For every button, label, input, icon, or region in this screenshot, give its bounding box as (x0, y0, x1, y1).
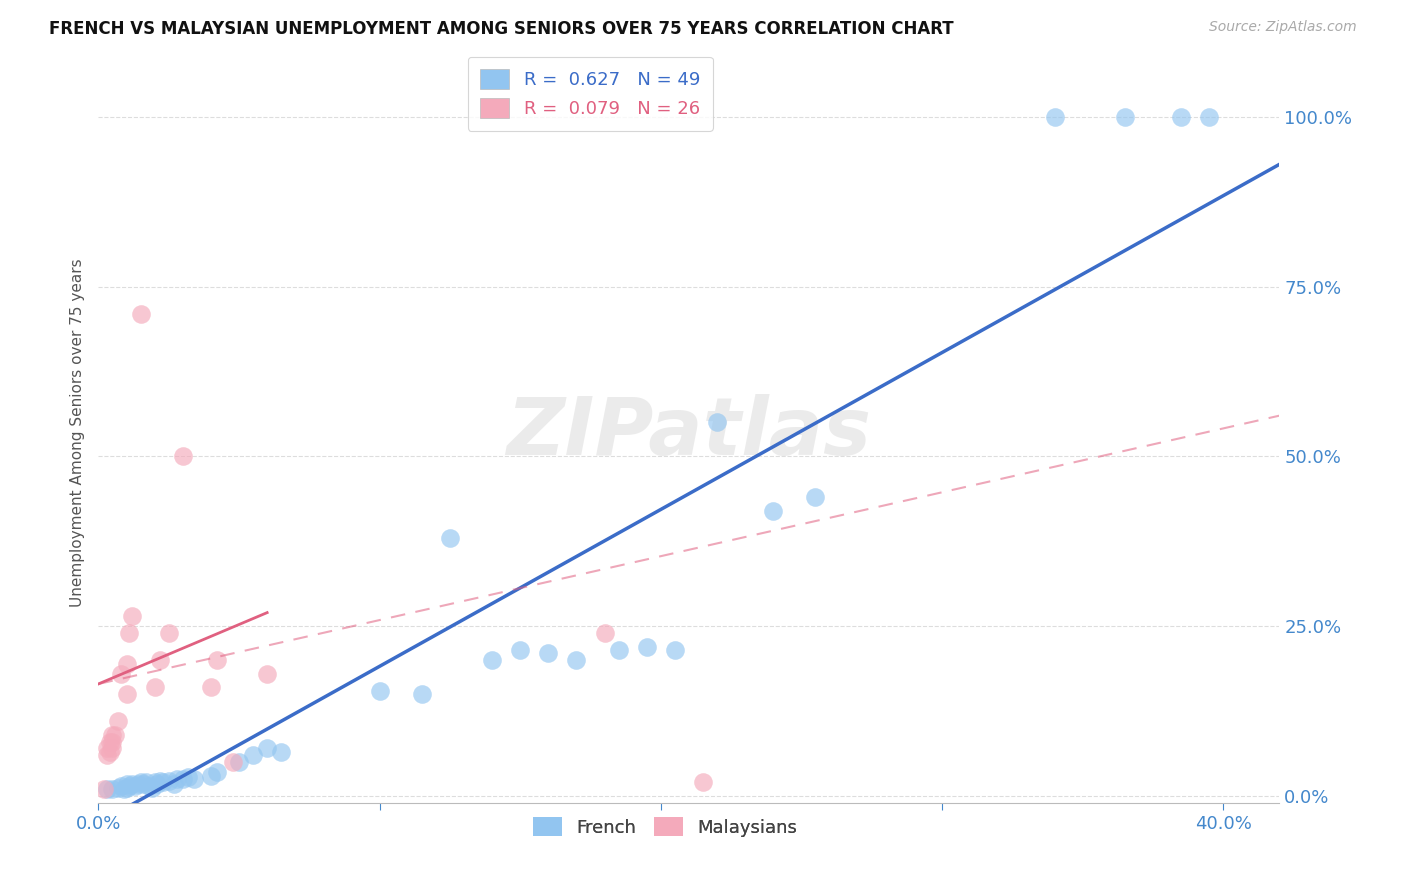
Point (146, 777, 169, 791)
Y-axis label: Unemployment Among Seniors over 75 years: Unemployment Among Seniors over 75 years (69, 259, 84, 607)
Point (149, 653, 172, 667)
Point (115, 687, 138, 701)
Point (368, 683, 391, 698)
Point (149, 774, 172, 789)
Point (200, 769, 222, 783)
Point (115, 657, 138, 671)
Point (115, 777, 138, 791)
Text: FRENCH VS MALAYSIAN UNEMPLOYMENT AMONG SENIORS OVER 75 YEARS CORRELATION CHART: FRENCH VS MALAYSIAN UNEMPLOYMENT AMONG S… (49, 20, 953, 37)
Point (228, 755, 250, 769)
Point (98, 734, 121, 748)
Point (115, 780, 138, 795)
Point (152, 775, 174, 789)
Point (98, 745, 121, 759)
Point (537, 646, 560, 660)
Point (166, 772, 188, 786)
Point (1170, 110, 1192, 124)
Point (222, 755, 245, 769)
Point (101, 728, 124, 742)
Point (107, 780, 129, 795)
Point (607, 643, 630, 657)
Point (593, 626, 616, 640)
Legend: French, Malaysians: French, Malaysians (520, 804, 810, 849)
Point (183, 772, 205, 786)
Text: Source: ZipAtlas.com: Source: ZipAtlas.com (1209, 20, 1357, 34)
Point (104, 728, 127, 742)
Point (110, 779, 132, 793)
Point (1114, 110, 1136, 124)
Point (762, 504, 785, 518)
Point (118, 626, 141, 640)
Point (200, 681, 222, 695)
Point (124, 779, 146, 793)
Point (129, 307, 152, 321)
Point (205, 653, 228, 667)
Point (135, 775, 157, 789)
Point (177, 770, 200, 784)
Point (706, 416, 728, 430)
Point (121, 777, 143, 791)
Point (112, 782, 135, 797)
Point (101, 741, 124, 756)
Point (96, 782, 118, 797)
Point (101, 782, 124, 797)
Point (132, 777, 155, 791)
Point (110, 666, 132, 681)
Point (1043, 110, 1066, 124)
Point (439, 531, 461, 545)
Point (242, 748, 264, 763)
Point (172, 772, 194, 786)
Point (636, 640, 658, 654)
Point (127, 777, 149, 791)
Point (96, 748, 118, 763)
Point (163, 777, 186, 791)
Text: ZIPatlas: ZIPatlas (506, 393, 872, 472)
Point (138, 779, 160, 793)
Point (411, 687, 433, 701)
Point (509, 643, 531, 657)
Point (121, 609, 143, 624)
Point (107, 714, 129, 729)
Point (256, 666, 278, 681)
Point (118, 779, 141, 793)
Point (93, 782, 115, 797)
Point (143, 775, 166, 789)
Point (141, 780, 163, 795)
Point (96, 741, 118, 756)
Point (804, 490, 827, 504)
Point (481, 653, 503, 667)
Point (692, 775, 714, 789)
Point (143, 681, 166, 695)
Point (157, 774, 180, 789)
Point (101, 734, 124, 748)
Point (565, 653, 588, 667)
Point (270, 745, 292, 759)
Point (205, 765, 228, 780)
Point (172, 450, 194, 464)
Point (157, 626, 180, 640)
Point (1198, 110, 1220, 124)
Point (129, 775, 152, 789)
Point (256, 741, 278, 756)
Point (664, 643, 686, 657)
